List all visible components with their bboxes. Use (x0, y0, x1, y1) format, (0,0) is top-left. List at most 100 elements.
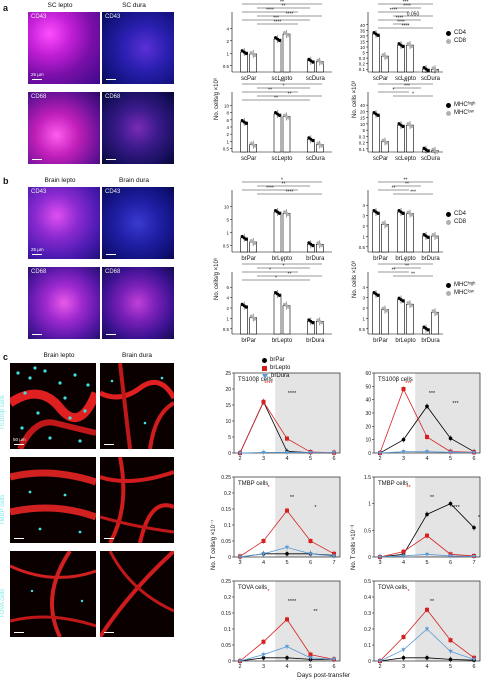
significance-label: **** (451, 505, 460, 511)
x-tick-label: 5 (449, 456, 452, 462)
y-tick-label: 40 (360, 103, 366, 108)
point-brDura (308, 451, 313, 455)
x-tick-label: 6 (332, 664, 335, 670)
point-brDura (377, 555, 383, 559)
data-point (278, 39, 281, 43)
y-tick-label: 1 (226, 231, 229, 236)
legend-cd4: CD4 (454, 30, 467, 36)
point-brDura (448, 450, 453, 455)
ylabel-c-right: No. T cells ×10⁻³ (351, 524, 357, 570)
data-point (320, 244, 324, 248)
data-point (385, 141, 389, 145)
x-tick-label: 2 (378, 664, 381, 670)
micrograph-brain-dura-cd68: CD68 (102, 267, 174, 339)
x-tick-label: scLepto (395, 156, 417, 162)
y-tick-label: 0 (228, 659, 231, 665)
point-brPar (425, 656, 429, 660)
bar (406, 303, 414, 335)
line-chart-c-right-1: TS100β cells 0 10 20 30 40 50 60 2 3 4 5 6 *** *** *** (365, 371, 481, 462)
significance-label: * (281, 260, 283, 266)
data-point (401, 45, 405, 49)
point-brDura (284, 450, 290, 455)
significance-label: **** (402, 24, 410, 30)
y-tick-label: 2 (226, 39, 229, 44)
y-tick-label: 5 (362, 128, 365, 133)
micrograph-brain-lepto-cd68: CD68 (28, 267, 100, 339)
data-point (401, 125, 405, 129)
y-tick-label: 0.1 (224, 523, 231, 529)
x-tick-label: scLepto (271, 156, 293, 162)
y-tick-label: 40 (365, 398, 371, 404)
micrograph-sc-lepto-cd43: CD43 25 µm (28, 12, 100, 84)
ylabel-a-right: No. cells ×10³ (352, 81, 358, 118)
x-tick-label: brPar (373, 338, 388, 344)
scale-bar (32, 158, 42, 160)
point-brDura (377, 451, 383, 455)
point-brDura (284, 545, 290, 550)
panel-label-a: a (3, 3, 9, 13)
significance-label: ** (411, 272, 415, 278)
scale-bar (14, 631, 24, 633)
data-point (244, 237, 248, 241)
plot-frame (233, 476, 341, 558)
x-tick-label: brLepto (272, 256, 293, 262)
bar (273, 38, 282, 73)
significance-label: ** (405, 182, 409, 188)
significance-label: ** (404, 178, 408, 184)
legend-brlepto: brLepto (270, 365, 291, 371)
x-tick-label: 7 (332, 560, 335, 566)
y-tick-label: 10 (225, 419, 231, 425)
scale-bar (104, 443, 114, 445)
y-tick-label: 0 (228, 451, 231, 457)
x-tick-label: scDura (306, 156, 326, 162)
significance-label: ** (268, 88, 272, 94)
micro-label: CD43 (31, 189, 47, 195)
point-brDura (471, 657, 477, 662)
plot-frame (373, 580, 481, 662)
data-point (320, 144, 324, 148)
point-brPar (401, 437, 406, 442)
data-point (376, 114, 380, 117)
x-tick-label: 4 (425, 664, 428, 670)
x-tick-label: brPar (241, 338, 256, 344)
y-tick-label: 20 (225, 387, 231, 393)
plot-title: TS100β cells (238, 377, 273, 383)
bar (372, 113, 380, 153)
significance-label: **** (390, 8, 398, 14)
point-brDura (401, 648, 406, 652)
x-tick-label: brLepto (272, 338, 293, 344)
data-point (435, 69, 439, 73)
bar (381, 223, 389, 253)
y-tick-label: 8 (226, 111, 229, 116)
y-tick-label: 2 (362, 306, 365, 311)
significance-label: ** (430, 599, 435, 605)
y-tick-label: 10 (365, 438, 371, 444)
x-tick-label: 2 (238, 456, 241, 462)
significance-label: * (412, 92, 414, 98)
vessel-art (100, 363, 174, 449)
micro-label: CD68 (105, 269, 121, 275)
shaded-region (415, 581, 480, 661)
data-point (410, 45, 414, 49)
x-tick-label: brLepto (395, 256, 416, 262)
bar (397, 299, 405, 335)
significance-label: **** (397, 20, 405, 26)
shaded-region (275, 477, 340, 557)
y-tick-label: 0 (368, 555, 371, 561)
y-tick-label: 20 (365, 424, 371, 430)
micrograph-c-dura-s100b (100, 363, 174, 449)
y-tick-label: 3 (362, 214, 365, 219)
significance-label: ** (406, 485, 411, 491)
point-brDura (261, 450, 266, 455)
bar (282, 116, 291, 153)
y-tick-label: 35 (360, 28, 366, 33)
bar (372, 33, 380, 73)
plot-title: TMBP cells (378, 481, 408, 487)
x-tick-label: 5 (309, 664, 312, 670)
legend-c: brPar brLepto brDura (262, 356, 290, 380)
scale-bar (106, 78, 116, 80)
